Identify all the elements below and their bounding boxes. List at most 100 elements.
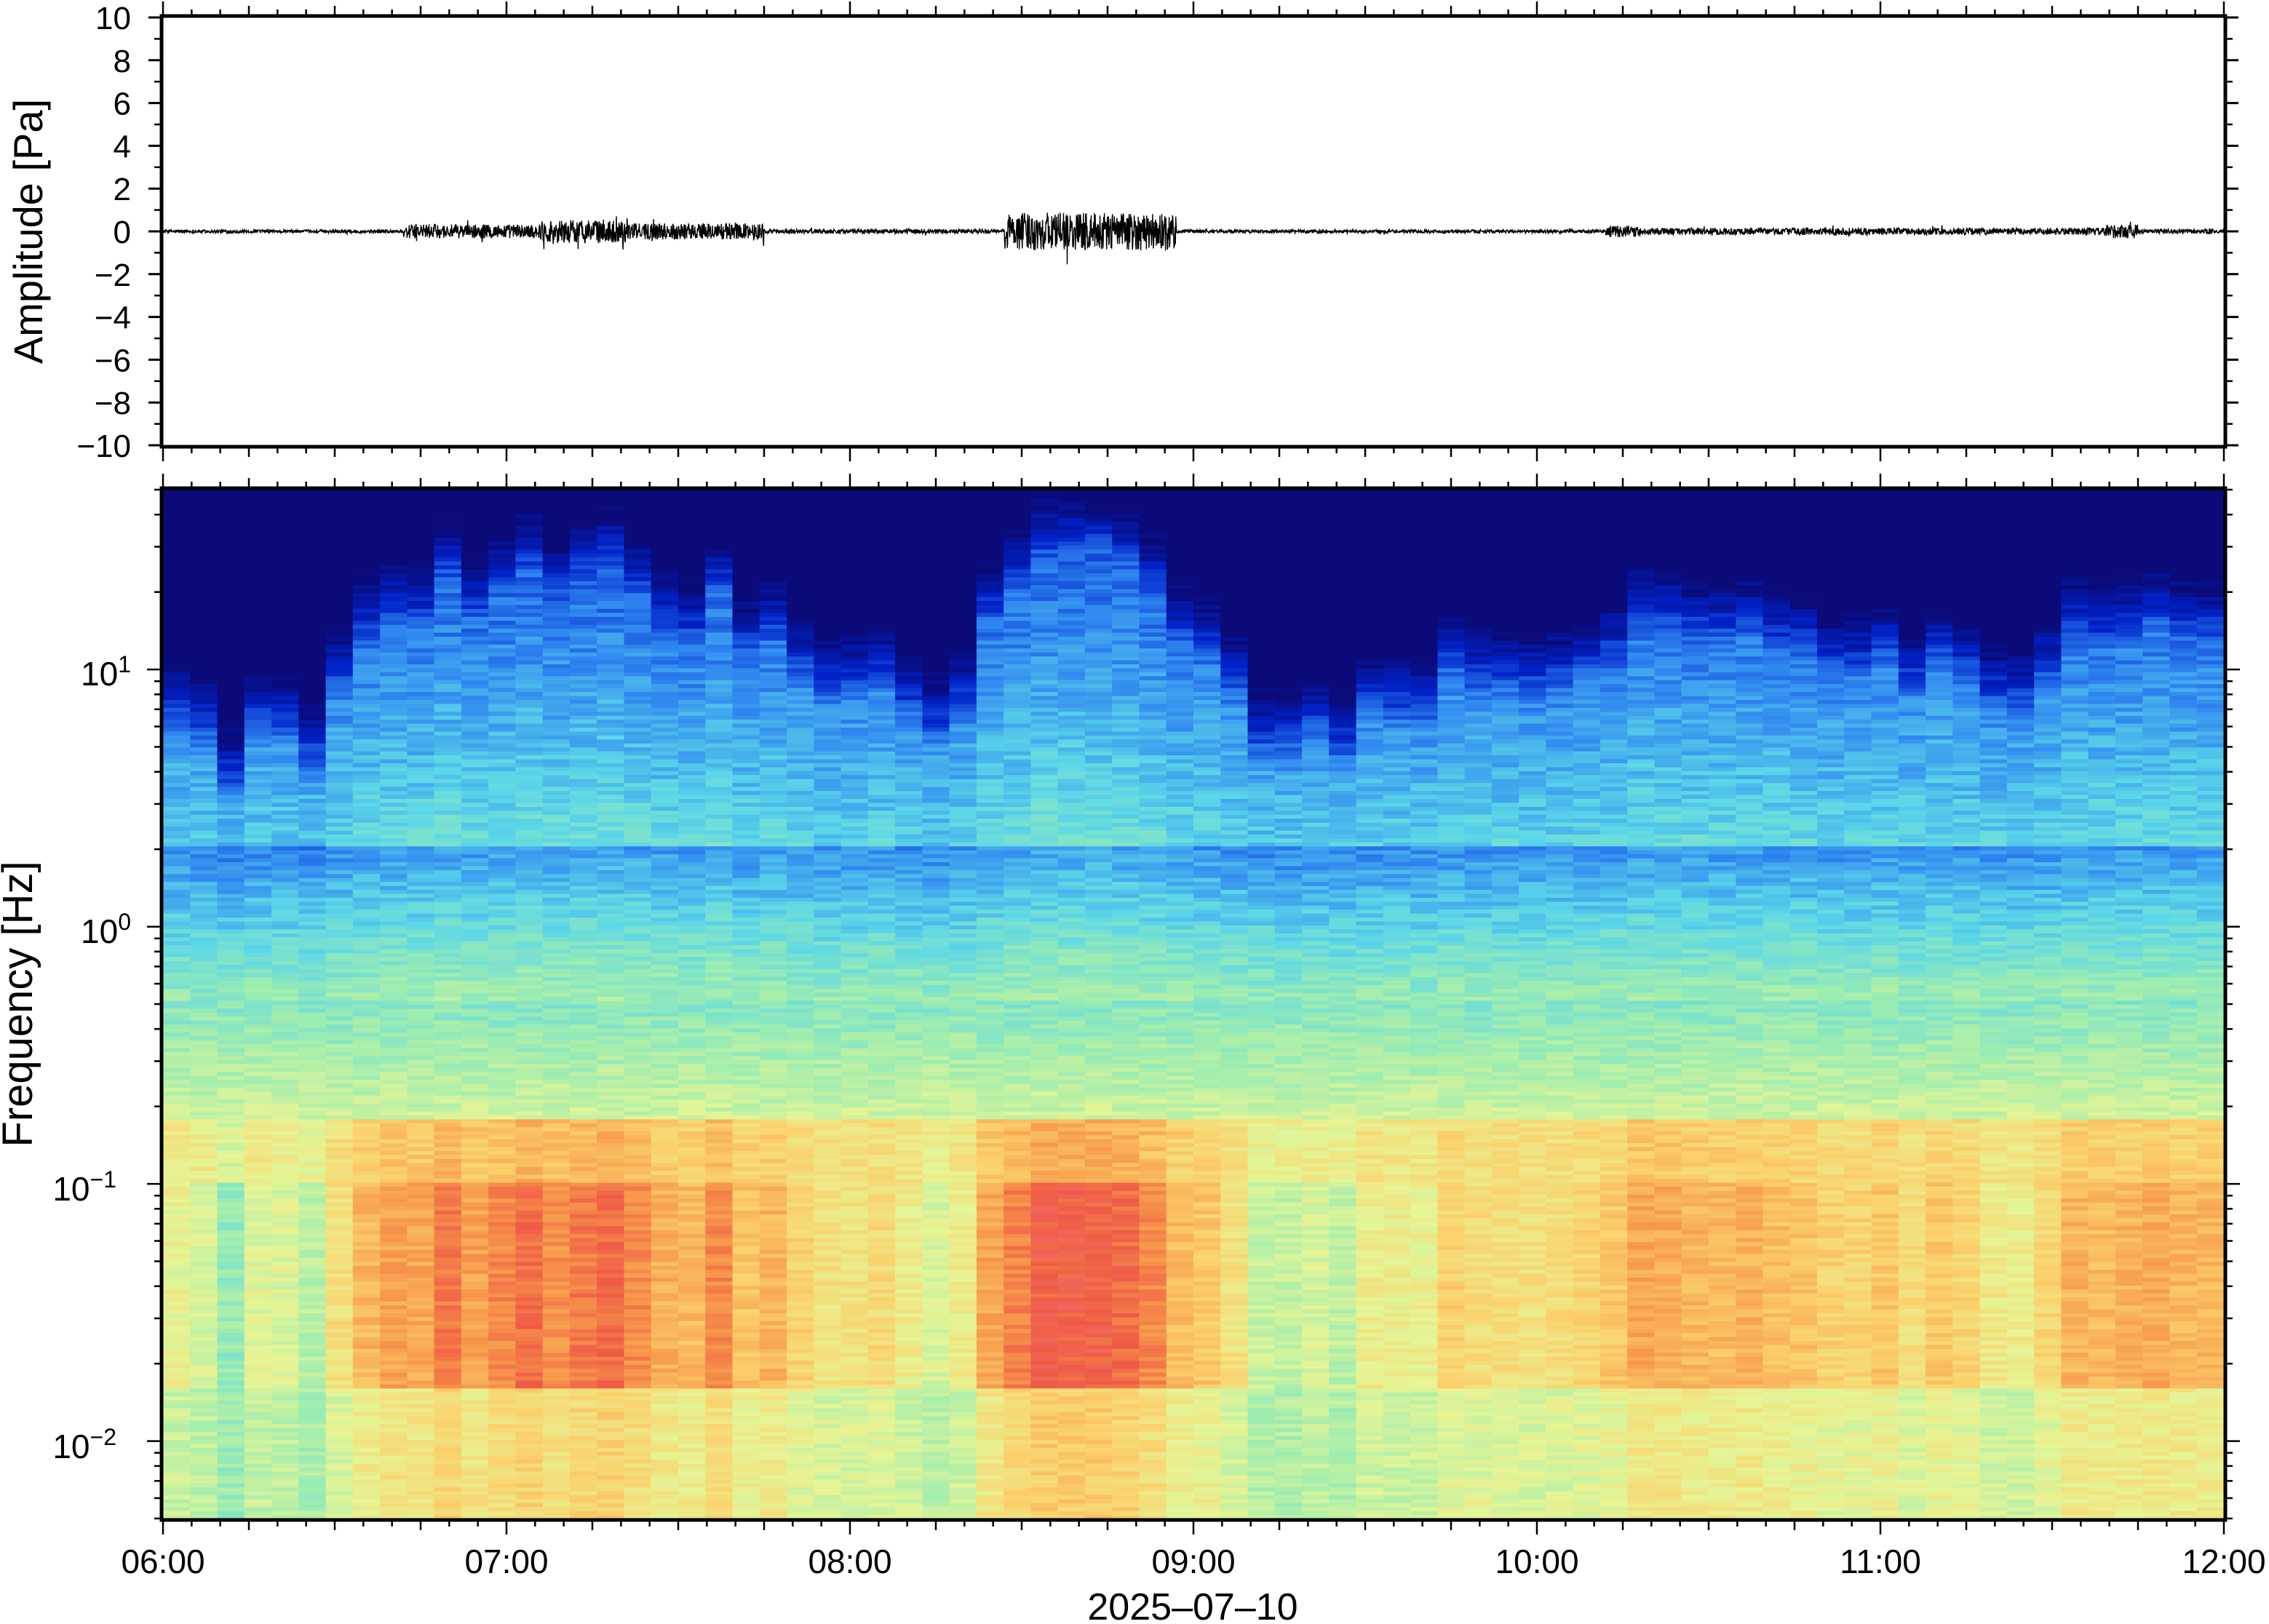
spectrogram-cell [190, 739, 218, 744]
spectrogram-cell [597, 525, 625, 530]
spectrogram-cell [298, 1277, 327, 1282]
spectrogram-cell [624, 1265, 652, 1270]
spectrogram-cell [461, 1170, 489, 1175]
spectrogram-cell [569, 1502, 597, 1508]
spectrogram-cell [380, 1486, 408, 1492]
spectrogram-cell [352, 1293, 381, 1298]
spectrogram-cell [515, 1285, 544, 1290]
spectrogram-cell [515, 1245, 544, 1250]
spectrogram-cell [624, 719, 652, 724]
spectrogram-cell [461, 568, 489, 573]
spectrogram-cell [244, 1423, 272, 1428]
spectrogram-cell [515, 695, 544, 700]
spectrogram-cell [217, 1490, 245, 1496]
spectrogram-cell [352, 1467, 381, 1472]
spectrogram-cell [190, 1486, 218, 1492]
spectrogram-cell [352, 675, 381, 680]
spectrogram-cell [298, 779, 327, 784]
spectrogram-cell [515, 1435, 544, 1440]
spectrogram-cell [434, 826, 462, 831]
spectrogram-cell [190, 861, 218, 867]
spectrogram-cell [434, 584, 462, 589]
spectrogram-cell [434, 1079, 462, 1084]
spectrogram-cell [515, 1447, 544, 1452]
spectrogram-cell [651, 1352, 679, 1357]
spectrogram-cell [271, 1099, 300, 1104]
spectrogram-cell [217, 739, 245, 744]
spectrogram-cell [352, 941, 381, 946]
spectrogram-cell [380, 1075, 408, 1080]
spectrogram-cell [244, 659, 272, 665]
spectrogram-cell [569, 881, 597, 886]
spectrogram-cell [461, 790, 489, 795]
spectrogram-cell [325, 659, 354, 665]
spectrogram-cell [515, 1055, 544, 1060]
spectrogram-cell [407, 707, 435, 712]
spectrogram-cell [190, 1332, 218, 1337]
spectrogram-cell [407, 928, 435, 934]
spectrogram-cell [352, 560, 381, 566]
spectrogram-cell [271, 703, 300, 708]
spectrogram-cell [488, 652, 517, 657]
spectrogram-cell [488, 1494, 517, 1500]
spectrogram-cell [298, 1498, 327, 1503]
spectrogram-cell [325, 739, 354, 744]
spectrogram-cell [434, 1494, 462, 1500]
spectrogram-cell [352, 525, 381, 530]
spectrogram-cell [380, 1214, 408, 1219]
spectrogram-cell [461, 687, 489, 693]
spectrogram-cell [515, 1043, 544, 1048]
spectrogram-cell [542, 1198, 571, 1203]
spectrogram-cell [244, 834, 272, 839]
spectrogram-cell [461, 1115, 489, 1120]
spectrogram-cell [624, 837, 652, 843]
spectrogram-cell [569, 853, 597, 859]
spectrogram-cell [407, 1412, 435, 1417]
spectrogram-cell [298, 1316, 327, 1321]
spectrogram-cell [461, 1305, 489, 1310]
spectrogram-cell [298, 1194, 327, 1199]
spectrogram-cell [217, 1194, 245, 1199]
spectrogram-cell [542, 1396, 571, 1401]
spectrogram-cell [325, 1087, 354, 1092]
spectrogram-cell [271, 1107, 300, 1112]
spectrogram-cell [325, 1451, 354, 1456]
spectrogram-cell [298, 1142, 327, 1147]
spectrogram-cell [597, 786, 625, 792]
spectrogram-cell [542, 505, 571, 510]
spectrogram-cell [217, 719, 245, 724]
spectrogram-cell [298, 1329, 327, 1334]
spectrogram-cell [542, 1032, 571, 1037]
spectrogram-cell [624, 941, 652, 946]
spectrogram-cell [190, 1245, 218, 1250]
spectrogram-cell [515, 683, 544, 688]
spectrogram-cell [434, 901, 462, 906]
spectrogram-cell [352, 952, 381, 958]
spectrogram-cell [298, 1439, 327, 1444]
spectrogram-cell [515, 691, 544, 696]
spectrogram-cell [569, 897, 597, 902]
spectrogram-cell [380, 505, 408, 510]
spectrogram-cell [190, 652, 218, 657]
spectrogram-cell [217, 1024, 245, 1029]
spectrogram-cell [190, 1478, 218, 1484]
spectrogram-cell [325, 1502, 354, 1508]
spectrogram-cell [542, 1107, 571, 1112]
spectrogram-cell [380, 956, 408, 961]
spectrogram-cell [624, 497, 652, 503]
spectrogram-cell [352, 1150, 381, 1155]
spectrogram-cell [190, 933, 218, 938]
spectrogram-cell [488, 948, 517, 954]
spectrogram-cell [542, 821, 571, 827]
spectrogram-cell [163, 1051, 191, 1056]
spectrogram-cell [298, 1245, 327, 1250]
spectrogram-cell [542, 964, 571, 969]
spectrogram-cell [271, 842, 300, 847]
spectrogram-cell [380, 667, 408, 672]
spectrogram-cell [569, 1146, 597, 1151]
spectrogram-cell [190, 873, 218, 878]
spectrogram-cell [352, 1462, 381, 1468]
spectrogram-cell [163, 1372, 191, 1377]
spectrogram-cell [542, 1293, 571, 1298]
spectrogram-cell [515, 1329, 544, 1334]
